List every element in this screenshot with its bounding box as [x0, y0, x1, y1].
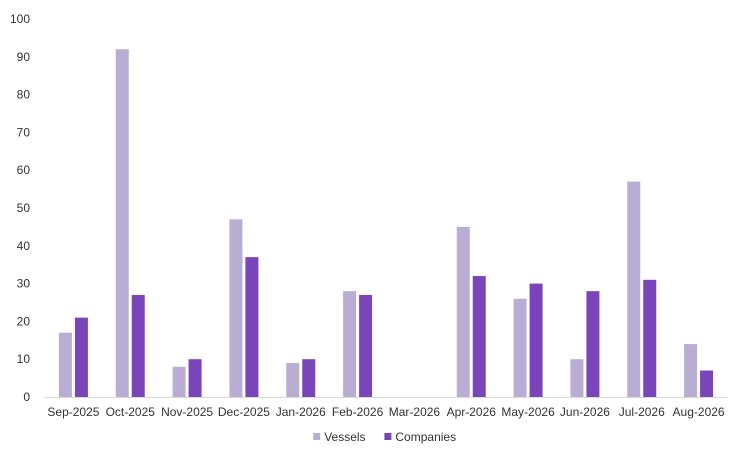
x-category-label: Dec-2025 [218, 405, 270, 419]
bars-group [58, 49, 714, 398]
x-category-label: Jan-2026 [276, 405, 326, 419]
y-axis-ticks: 0 10 20 30 40 50 60 70 80 90 100 [10, 12, 30, 404]
legend: Vessels Companies [313, 430, 456, 444]
bar-companies-feb-2026 [359, 294, 373, 397]
x-category-label: Aug-2026 [673, 405, 725, 419]
x-category-label: Apr-2026 [447, 405, 497, 419]
x-category-label: Jun-2026 [560, 405, 610, 419]
x-category-label: Nov-2025 [161, 405, 213, 419]
bar-companies-nov-2025 [188, 359, 202, 397]
y-tick-label: 80 [17, 88, 31, 102]
bar-vessels-sep-2025 [58, 332, 72, 397]
y-tick-label: 90 [17, 50, 31, 64]
y-tick-label: 70 [17, 125, 31, 139]
y-tick-label: 100 [10, 12, 30, 26]
y-tick-label: 40 [17, 239, 31, 253]
bar-companies-jan-2026 [302, 359, 316, 397]
y-tick-label: 20 [17, 314, 31, 328]
y-tick-label: 60 [17, 163, 31, 177]
y-tick-label: 10 [17, 352, 31, 366]
bar-companies-sep-2025 [74, 317, 88, 397]
bar-vessels-dec-2025 [229, 219, 243, 397]
bar-vessels-aug-2026 [684, 344, 698, 397]
y-tick-label: 30 [17, 277, 31, 291]
x-category-label: Jul-2026 [619, 405, 665, 419]
bar-vessels-nov-2025 [172, 366, 186, 397]
legend-swatch-companies [384, 433, 392, 440]
legend-swatch-vessels [313, 433, 321, 440]
x-category-label: May-2026 [501, 405, 555, 419]
x-axis-category-labels: Sep-2025 Oct-2025 Nov-2025 Dec-2025 Jan-2026… [47, 405, 725, 419]
bar-companies-aug-2026 [700, 370, 714, 397]
x-category-label: Mar-2026 [389, 405, 441, 419]
legend-label-vessels: Vessels [324, 430, 365, 444]
bar-companies-apr-2026 [472, 276, 486, 397]
x-category-label: Sep-2025 [47, 405, 99, 419]
bar-vessels-apr-2026 [456, 226, 470, 397]
y-tick-label: 0 [23, 390, 30, 404]
bar-vessels-jul-2026 [627, 181, 641, 397]
y-tick-label: 50 [17, 201, 31, 215]
bar-companies-jun-2026 [586, 291, 600, 397]
bar-vessels-jan-2026 [286, 362, 300, 397]
bar-vessels-may-2026 [513, 298, 527, 397]
bar-companies-oct-2025 [131, 294, 145, 397]
x-category-label: Feb-2026 [332, 405, 384, 419]
bar-companies-dec-2025 [245, 257, 259, 397]
bar-companies-jul-2026 [643, 279, 657, 397]
bar-vessels-oct-2025 [115, 49, 129, 398]
bar-companies-may-2026 [529, 283, 543, 397]
bar-vessels-jun-2026 [570, 359, 584, 397]
bar-vessels-feb-2026 [343, 291, 357, 397]
legend-label-companies: Companies [395, 430, 456, 444]
x-category-label: Oct-2025 [106, 405, 156, 419]
